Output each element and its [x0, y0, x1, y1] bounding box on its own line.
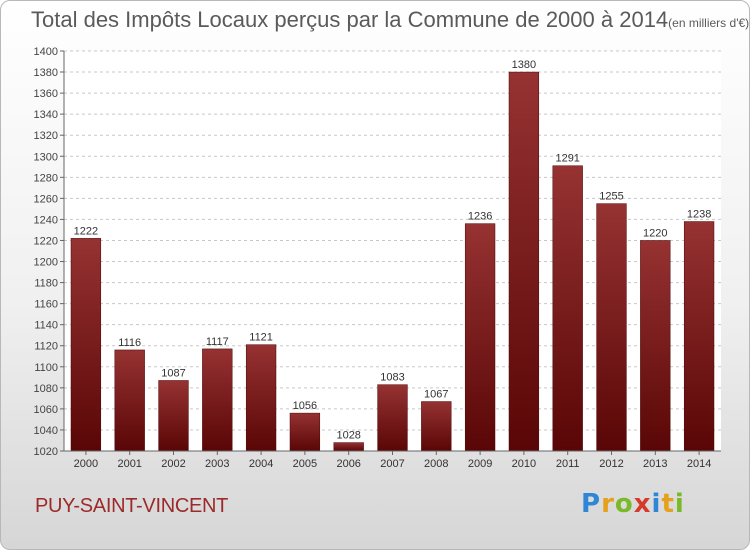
y-tick-label: 1340 [34, 109, 58, 121]
x-tick-label-2014: 2014 [687, 458, 711, 470]
bar-2006 [333, 442, 364, 452]
y-tick-label: 1360 [34, 88, 58, 100]
y-tick-label: 1020 [34, 446, 58, 458]
bar-2013 [640, 240, 671, 452]
x-tick-label-2002: 2002 [161, 458, 185, 470]
bar-2003 [202, 348, 233, 452]
chart-title: Total des Impôts Locaux perçus par la Co… [31, 7, 749, 33]
data-label-2010: 1380 [512, 59, 536, 71]
y-tick-label: 1160 [34, 299, 58, 311]
y-tick-label: 1220 [34, 235, 58, 247]
data-label-2000: 1222 [74, 225, 98, 237]
commune-name: PUY-SAINT-VINCENT [35, 495, 229, 517]
y-tick-label: 1320 [34, 130, 58, 142]
x-tick-label-2004: 2004 [249, 458, 273, 470]
bar-2008 [421, 401, 452, 452]
x-tick-label-2003: 2003 [205, 458, 229, 470]
y-axis-ticks: 1020 1040 1060 1080 1100 1120 1140 1160 1180 1200… [34, 46, 64, 458]
y-tick-label: 1180 [34, 278, 58, 290]
data-label-2011: 1291 [555, 153, 579, 165]
bar-2001 [114, 349, 145, 452]
y-tick-label: 1300 [34, 151, 58, 163]
logo-letter: r [601, 489, 615, 519]
logo-letter: o [614, 489, 634, 519]
x-tick-label-2009: 2009 [468, 458, 492, 470]
x-tick-label-2000: 2000 [74, 458, 98, 470]
logo-letter: P [581, 489, 602, 519]
y-tick-label: 1060 [34, 404, 58, 416]
bar-2007 [377, 384, 408, 452]
bars [70, 71, 715, 452]
x-tick-label-2001: 2001 [117, 458, 141, 470]
bar-2000 [70, 238, 102, 452]
x-tick-label-2006: 2006 [336, 458, 360, 470]
data-label-2012: 1255 [599, 191, 623, 203]
proxiti-logo: Proxiti [581, 489, 685, 519]
data-label-2005: 1056 [293, 400, 317, 412]
data-label-2008: 1067 [424, 389, 448, 401]
bar-2004 [245, 344, 277, 452]
y-tick-label: 1080 [34, 383, 58, 395]
y-tick-label: 1380 [34, 67, 58, 79]
bar-2011 [552, 165, 583, 452]
y-tick-label: 1200 [34, 257, 58, 269]
data-label-2007: 1083 [380, 372, 404, 384]
bar-2005 [289, 412, 321, 452]
data-label-2013: 1220 [643, 227, 667, 239]
x-axis-ticks: 2000 2001 2002 2003 2004 2005 2006 2007 2008 2009… [74, 451, 711, 470]
bar-2014 [683, 221, 715, 452]
y-tick-label: 1240 [34, 214, 58, 226]
data-label-2002: 1087 [161, 367, 185, 379]
x-tick-label-2011: 2011 [556, 458, 580, 470]
y-tick-label: 1100 [34, 362, 58, 374]
x-tick-label-2010: 2010 [512, 458, 536, 470]
data-label-2001: 1116 [118, 337, 141, 349]
logo-letter: x [633, 489, 652, 519]
bar-2012 [596, 203, 627, 452]
logo-letter: i [674, 489, 685, 519]
bar-2010 [508, 71, 540, 452]
x-tick-label-2008: 2008 [424, 458, 448, 470]
logo-letter: i [651, 489, 662, 519]
data-label-2009: 1236 [468, 211, 492, 223]
chart-title-main: Total des Impôts Locaux perçus par la Co… [31, 7, 669, 32]
x-tick-label-2005: 2005 [293, 458, 317, 470]
data-label-2003: 1117 [206, 336, 229, 348]
y-tick-label: 1400 [34, 46, 58, 58]
x-tick-label-2012: 2012 [599, 458, 623, 470]
bar-2002 [158, 380, 189, 452]
y-tick-label: 1140 [34, 320, 58, 332]
x-tick-label-2007: 2007 [380, 458, 404, 470]
data-label-2006: 1028 [336, 430, 360, 442]
y-tick-label: 1260 [34, 193, 58, 205]
y-tick-label: 1280 [34, 172, 58, 184]
y-tick-label: 1120 [34, 341, 58, 353]
y-tick-label: 1040 [34, 425, 58, 437]
data-label-2014: 1238 [687, 209, 711, 221]
data-labels: 1222 1116 1087 1117 1121 1056 1028 1083 1067 1236… [74, 59, 712, 442]
logo-letter: t [661, 489, 675, 519]
bar-2009 [464, 223, 496, 452]
data-label-2004: 1121 [249, 332, 273, 344]
chart-title-unit: (en milliers d'€) [668, 16, 750, 30]
x-tick-label-2013: 2013 [643, 458, 667, 470]
